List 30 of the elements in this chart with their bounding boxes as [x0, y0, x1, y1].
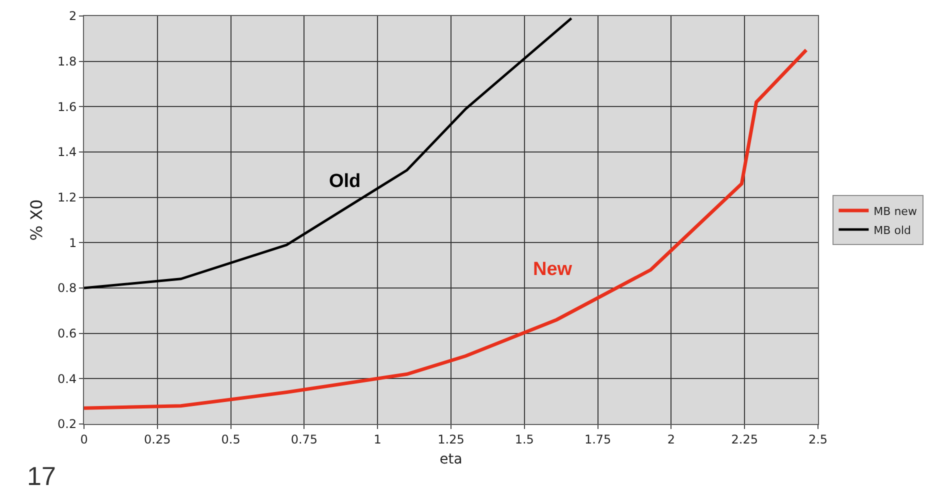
x-tick-label: 1.25	[438, 432, 464, 446]
x-tick-label: 2	[667, 432, 676, 446]
y-tick-label: 1.8	[58, 54, 77, 69]
y-tick-label: 0.6	[58, 326, 77, 341]
x-tick-label: 0	[80, 432, 88, 446]
x-tick-label: 1.5	[514, 432, 534, 446]
y-tick-label: 1	[68, 236, 77, 250]
y-tick-label: 2	[68, 9, 77, 24]
y-tick-label: 0.4	[58, 372, 77, 386]
line-series	[84, 48, 808, 410]
x-tick-label: 2.5	[808, 432, 828, 446]
x-tick-label: 1.75	[584, 432, 612, 446]
x-tick-label: 0.5	[221, 432, 240, 446]
x-axis-title: eta	[440, 452, 462, 468]
y-tick-label: 0.2	[58, 417, 77, 432]
y-tick-label: 1.6	[58, 100, 77, 114]
y-tick-label: 1.4	[58, 145, 77, 160]
annotation: Old	[329, 171, 361, 192]
y-tick-label: 0.8	[58, 281, 77, 296]
line-series	[84, 17, 573, 290]
annotation: New	[533, 259, 572, 280]
x-tick-label: 0.75	[290, 432, 318, 446]
legend-label: MB new	[874, 204, 917, 218]
y-axis-title: % X0	[27, 199, 46, 241]
legend-label: MB old	[874, 224, 911, 237]
x-tick-label: 0.25	[144, 432, 171, 446]
x-tick-label: 2.25	[731, 432, 758, 446]
text: 17	[27, 461, 56, 491]
y-tick-label: 1.2	[58, 190, 77, 205]
x-tick-label: 1	[374, 432, 382, 446]
